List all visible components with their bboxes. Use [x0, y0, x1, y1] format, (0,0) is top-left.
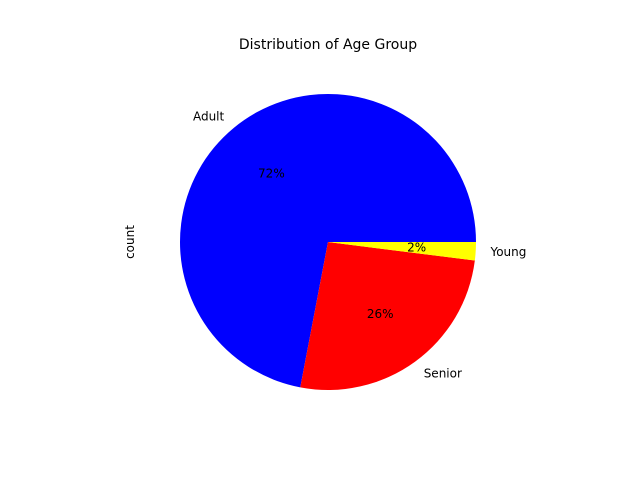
- slice-percent-senior: 26%: [367, 307, 394, 321]
- pie-slice-adult: [179, 94, 476, 388]
- pie-labels: Adult 72% Senior 26% Young 2%: [193, 110, 526, 381]
- pie-slice-senior: [300, 242, 475, 390]
- slice-label-senior: Senior: [424, 367, 462, 381]
- pie-slice-young: [328, 242, 476, 261]
- chart-title: Distribution of Age Group: [239, 37, 417, 53]
- slice-label-young: Young: [489, 245, 526, 259]
- slice-percent-adult: 72%: [258, 167, 285, 181]
- pie-slices: [179, 94, 476, 390]
- slice-label-adult: Adult: [193, 110, 225, 124]
- y-axis-label: count: [123, 225, 137, 259]
- slice-percent-young: 2%: [407, 241, 426, 255]
